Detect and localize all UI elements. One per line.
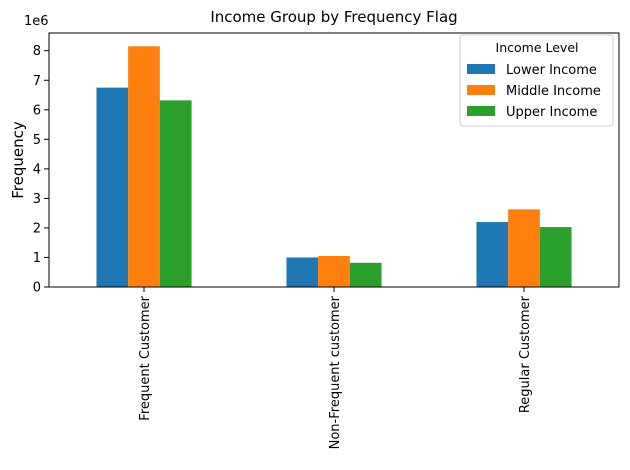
legend-label: Middle Income	[506, 84, 601, 99]
y-tick-label: 1	[33, 251, 41, 266]
x-tick-label: Regular Customer	[518, 295, 533, 413]
y-tick-label: 2	[33, 221, 41, 236]
y-tick-label: 7	[33, 74, 41, 89]
x-tick-label: Non-Frequent customer	[328, 295, 343, 449]
plot-area-frame	[48, 32, 620, 288]
bar-lower-income	[96, 87, 129, 288]
bars	[96, 46, 572, 288]
legend-swatch	[467, 64, 495, 74]
bar-upper-income	[539, 227, 572, 287]
y-tick-label: 8	[33, 44, 41, 59]
y-axis-label: Frequency	[9, 121, 27, 199]
y-axis-ticks: 0 1 2 3 4 5 6 7 8	[33, 44, 49, 296]
y-tick-label: 4	[33, 162, 41, 177]
y-tick-label: 6	[33, 103, 41, 118]
legend-label: Lower Income	[506, 63, 597, 78]
y-tick-label: 5	[33, 133, 41, 148]
bar-lower-income	[476, 222, 509, 287]
bar-upper-income	[349, 262, 382, 287]
y-scale-label: 1e6	[24, 14, 49, 29]
x-axis-ticks: Frequent Customer Non-Frequent customer Re…	[138, 287, 533, 449]
bar-lower-income	[286, 257, 319, 287]
legend-label: Upper Income	[506, 105, 597, 120]
bar-middle-income	[508, 209, 540, 287]
legend-swatch	[467, 85, 495, 95]
legend-box	[459, 34, 614, 127]
y-tick-label: 0	[33, 281, 41, 296]
chart-title: Income Group by Frequency Flag	[210, 8, 457, 26]
x-tick-label: Frequent Customer	[138, 295, 153, 420]
y-tick-label: 3	[33, 192, 41, 207]
legend-swatch	[467, 106, 495, 116]
bar-upper-income	[159, 100, 192, 287]
legend-title: Income Level	[496, 40, 579, 55]
legend: Income Level Lower Income Middle Income Up…	[459, 34, 614, 127]
bar-middle-income	[128, 46, 160, 288]
bar-middle-income	[318, 255, 350, 287]
